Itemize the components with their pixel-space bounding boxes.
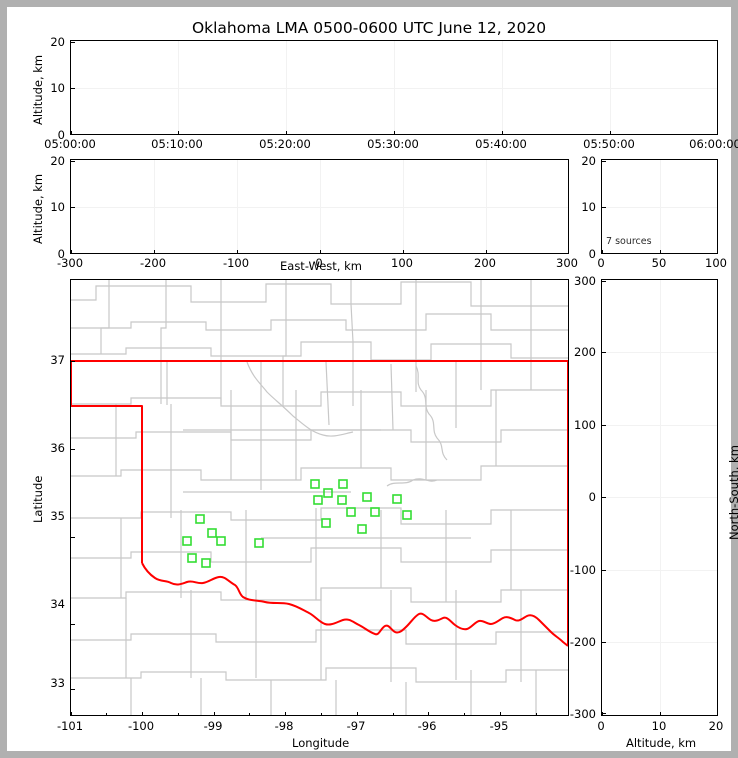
tick-ew-x-3: 0 xyxy=(315,256,323,270)
axis-label-longitude: Longitude xyxy=(292,736,350,750)
tick-map-x-6: -95 xyxy=(489,719,509,733)
figure-canvas: Oklahoma LMA 0500-0600 UTC June 12, 2020… xyxy=(7,7,738,751)
figure-title: Oklahoma LMA 0500-0600 UTC June 12, 2020 xyxy=(191,19,547,37)
axis-label-north-south: North-South, km xyxy=(727,445,738,540)
tick-ns-x-10: 10 xyxy=(651,719,667,733)
tick-hist-y-10: 10 xyxy=(581,200,596,214)
tick-time-x-3: 05:30:00 xyxy=(367,137,419,151)
tick-time-x-5: 05:50:00 xyxy=(583,137,635,151)
tick-ns-x-0: 0 xyxy=(597,719,605,733)
tick-hist-x-1: 50 xyxy=(651,256,667,270)
tick-ew-y-0: 0 xyxy=(57,247,65,261)
tick-map-y-35: 35 xyxy=(50,509,65,523)
tick-time-x-6: 06:00:00 xyxy=(689,137,738,151)
tick-ew-x-4: 100 xyxy=(391,256,413,270)
tick-time-x-2: 05:20:00 xyxy=(259,137,311,151)
county-boundaries xyxy=(71,280,568,715)
tick-time-x-1: 05:10:00 xyxy=(151,137,203,151)
tick-ns-y-m300: -300 xyxy=(569,707,596,721)
tick-hist-x-2: 100 xyxy=(705,256,727,270)
tick-time-y-10: 10 xyxy=(50,81,65,95)
tick-ew-x-2: -100 xyxy=(222,256,250,270)
panel-ns-height[interactable] xyxy=(601,279,718,716)
tick-map-x-1: -100 xyxy=(127,719,155,733)
source-count-annotation: 7 sources xyxy=(606,236,652,247)
tick-map-x-0: -101 xyxy=(56,719,84,733)
axis-label-latitude: Latitude xyxy=(31,475,45,523)
tick-ns-y-m200: -200 xyxy=(569,635,596,649)
tick-ew-x-0: -300 xyxy=(56,256,84,270)
tick-map-x-4: -97 xyxy=(346,719,366,733)
tick-ew-y-10: 10 xyxy=(50,200,65,214)
tick-ns-y-300: 300 xyxy=(574,274,596,288)
tick-ns-x-20: 20 xyxy=(708,719,724,733)
tick-hist-y-20: 20 xyxy=(581,154,596,168)
tick-hist-y-0: 0 xyxy=(588,247,596,261)
tick-hist-x-0: 0 xyxy=(597,256,605,270)
tick-ns-y-200: 200 xyxy=(574,345,596,359)
tick-ew-x-5: 200 xyxy=(474,256,496,270)
tick-map-y-33: 33 xyxy=(50,676,65,690)
tick-ns-y-0: 0 xyxy=(588,490,596,504)
axis-label-ew-altitude: Altitude, km xyxy=(31,173,45,244)
tick-map-x-3: -98 xyxy=(274,719,294,733)
tick-time-x-4: 05:40:00 xyxy=(475,137,527,151)
tick-map-x-5: -96 xyxy=(417,719,437,733)
tick-ew-x-1: -200 xyxy=(139,256,167,270)
tick-map-x-2: -99 xyxy=(203,719,223,733)
tick-time-y-20: 20 xyxy=(50,35,65,49)
panel-time-height[interactable] xyxy=(70,40,718,135)
panel-ew-height[interactable] xyxy=(70,159,569,254)
tick-map-y-34: 34 xyxy=(50,597,65,611)
panel-source-histogram[interactable]: 7 sources xyxy=(601,159,718,254)
tick-ns-y-100: 100 xyxy=(574,418,596,432)
tick-time-x-0: 05:00:00 xyxy=(44,137,96,151)
map-svg xyxy=(71,280,568,715)
state-border-oklahoma xyxy=(71,360,568,647)
tick-ew-x-6: 300 xyxy=(556,256,578,270)
lma-source-markers xyxy=(182,479,412,568)
axis-label-ns-altitude: Altitude, km xyxy=(626,736,697,750)
axis-label-time-altitude: Altitude, km xyxy=(31,54,45,125)
tick-map-y-36: 36 xyxy=(50,441,65,455)
tick-time-y-0: 0 xyxy=(57,128,65,142)
tick-ew-y-20: 20 xyxy=(50,154,65,168)
tick-ns-y-m100: -100 xyxy=(569,563,596,577)
axis-label-east-west: East-West, km xyxy=(280,259,362,273)
panel-map[interactable] xyxy=(70,279,569,716)
tick-map-y-37: 37 xyxy=(50,353,65,367)
